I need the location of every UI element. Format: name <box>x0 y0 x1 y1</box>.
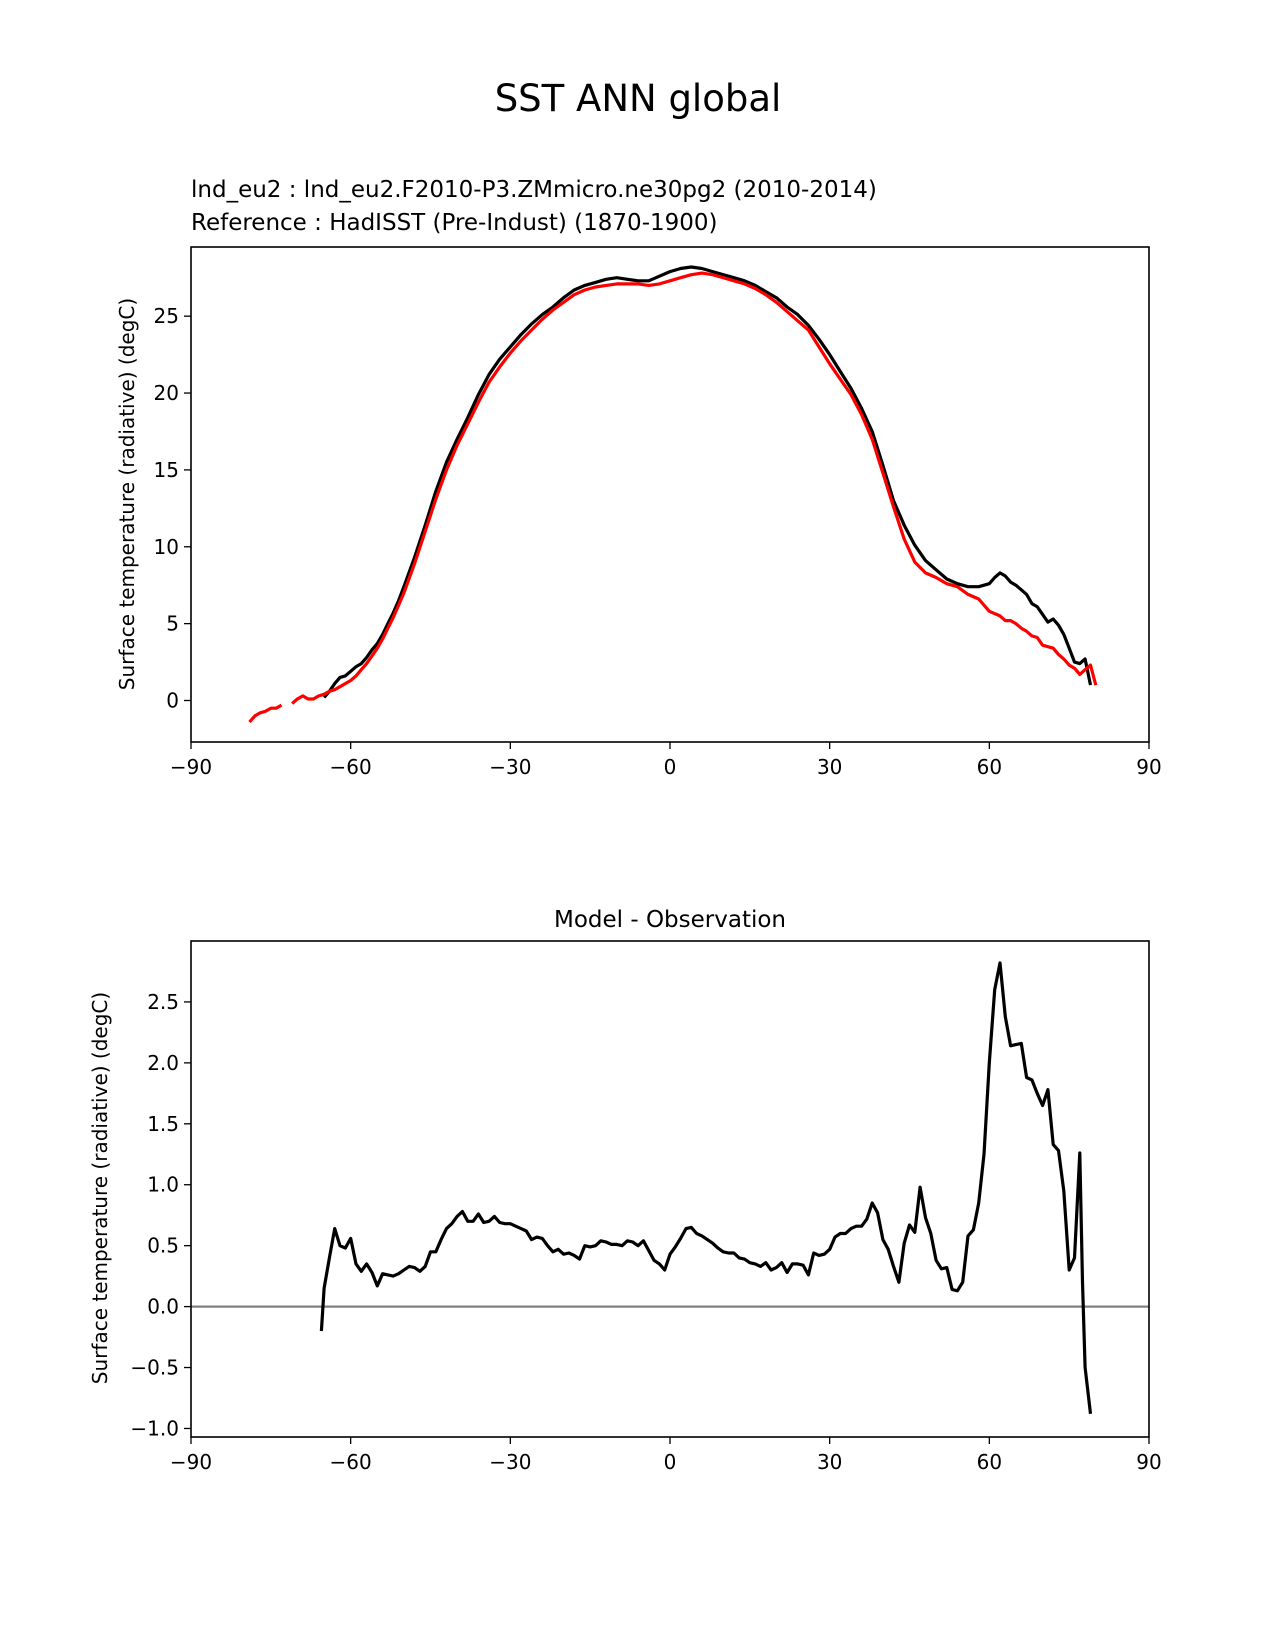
top-ytick-label: 15 <box>154 458 179 482</box>
top-ytick-label: 25 <box>154 304 179 328</box>
bottom-chart-title: Model - Observation <box>554 907 786 933</box>
bottom-xtick-label: 90 <box>1136 1450 1161 1474</box>
top-ytick-label: 0 <box>166 688 179 712</box>
bottom-xtick-label: −90 <box>170 1450 212 1474</box>
bottom-ytick-label: −0.5 <box>130 1356 179 1380</box>
bottom-ytick-label: 2.5 <box>147 990 179 1014</box>
bottom-ytick-label: −1.0 <box>130 1416 179 1440</box>
bottom-ytick-label: 0.5 <box>147 1234 179 1258</box>
top-xtick-label: 90 <box>1136 755 1161 779</box>
top-series-line-reference <box>248 703 283 724</box>
top-xtick-label: 30 <box>817 755 842 779</box>
bottom-xtick-label: 60 <box>977 1450 1002 1474</box>
bottom-xtick-label: 0 <box>664 1450 677 1474</box>
top-series-line-reference <box>291 271 1098 705</box>
bottom-ytick-label: 1.0 <box>147 1173 179 1197</box>
bottom-xtick-label: −60 <box>330 1450 372 1474</box>
top-series-line-model <box>322 265 1093 699</box>
top-ytick-label: 20 <box>154 381 179 405</box>
top-xtick-label: −90 <box>170 755 212 779</box>
top-ytick-label: 5 <box>166 612 179 636</box>
bottom-chart-ticks: −90 −60 −30 0 30 60 90 −1.0 −0.5 0.0 0.5 1.0 1.5 2.0 2… <box>130 990 1161 1474</box>
bottom-ytick-label: 2.0 <box>147 1051 179 1075</box>
top-xtick-label: −30 <box>489 755 531 779</box>
top-chart-ticks: −90 −60 −30 0 30 60 90 0 5 10 15 20 25 <box>154 304 1162 779</box>
bottom-xtick-label: −30 <box>489 1450 531 1474</box>
bottom-chart-ylabel: Surface temperature (radiative) (degC) <box>88 992 112 1384</box>
top-ytick-label: 10 <box>154 535 179 559</box>
top-chart-title-line-2: Reference : HadISST (Pre-Indust) (1870-1… <box>191 210 718 236</box>
top-chart-panel: lnd_eu2 : lnd_eu2.F2010-P3.ZMmicro.ne30p… <box>115 177 1162 779</box>
top-xtick-label: −60 <box>330 755 372 779</box>
bottom-series-line-model <box>319 961 1093 1414</box>
top-chart-plot-frame <box>190 246 1150 743</box>
bottom-xtick-label: 30 <box>817 1450 842 1474</box>
top-chart-title-line-1: lnd_eu2 : lnd_eu2.F2010-P3.ZMmicro.ne30p… <box>191 177 877 203</box>
bottom-ytick-label: 0.0 <box>147 1295 179 1319</box>
top-chart-ylabel: Surface temperature (radiative) (degC) <box>115 298 139 690</box>
figure-title: SST ANN global <box>495 77 782 120</box>
top-chart-series <box>248 265 1098 724</box>
top-xtick-label: 0 <box>664 755 677 779</box>
top-xtick-label: 60 <box>977 755 1002 779</box>
bottom-chart-series <box>191 961 1149 1414</box>
bottom-ytick-label: 1.5 <box>147 1112 179 1136</box>
bottom-chart-panel: Model - Observation Surface temperature … <box>88 907 1162 1474</box>
bottom-chart-plot-frame <box>190 940 1150 1438</box>
